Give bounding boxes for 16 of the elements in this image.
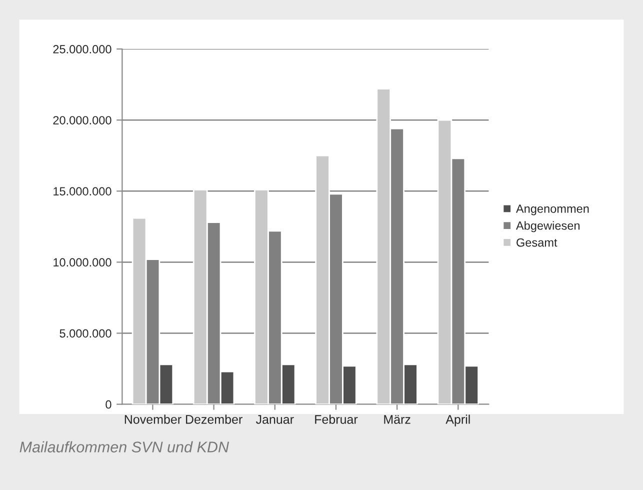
x-tick-label: Februar (315, 414, 358, 424)
legend-label: Abgewiesen (516, 221, 580, 232)
x-tick-label: April (446, 414, 470, 426)
legend-label: Gesamt (516, 238, 558, 247)
y-tick-label: 0 (106, 400, 112, 409)
y-tick-label: 15.000.000 (54, 187, 112, 196)
y-tick-label: 25.000.000 (53, 45, 112, 54)
text: Mailaufkommen SVN und KDN (20, 441, 230, 452)
x-tick-label: Dezember (186, 414, 242, 424)
x-tick-label: November (124, 414, 182, 424)
y-tick-label: 20.000.000 (53, 116, 112, 124)
legend-label: Angenommen (516, 204, 589, 216)
x-tick-label: März (384, 415, 410, 424)
y-tick-label: 5.000.000 (60, 329, 112, 338)
y-tick-label: 10.000.000 (54, 258, 112, 267)
x-tick-label: Januar (256, 415, 294, 424)
